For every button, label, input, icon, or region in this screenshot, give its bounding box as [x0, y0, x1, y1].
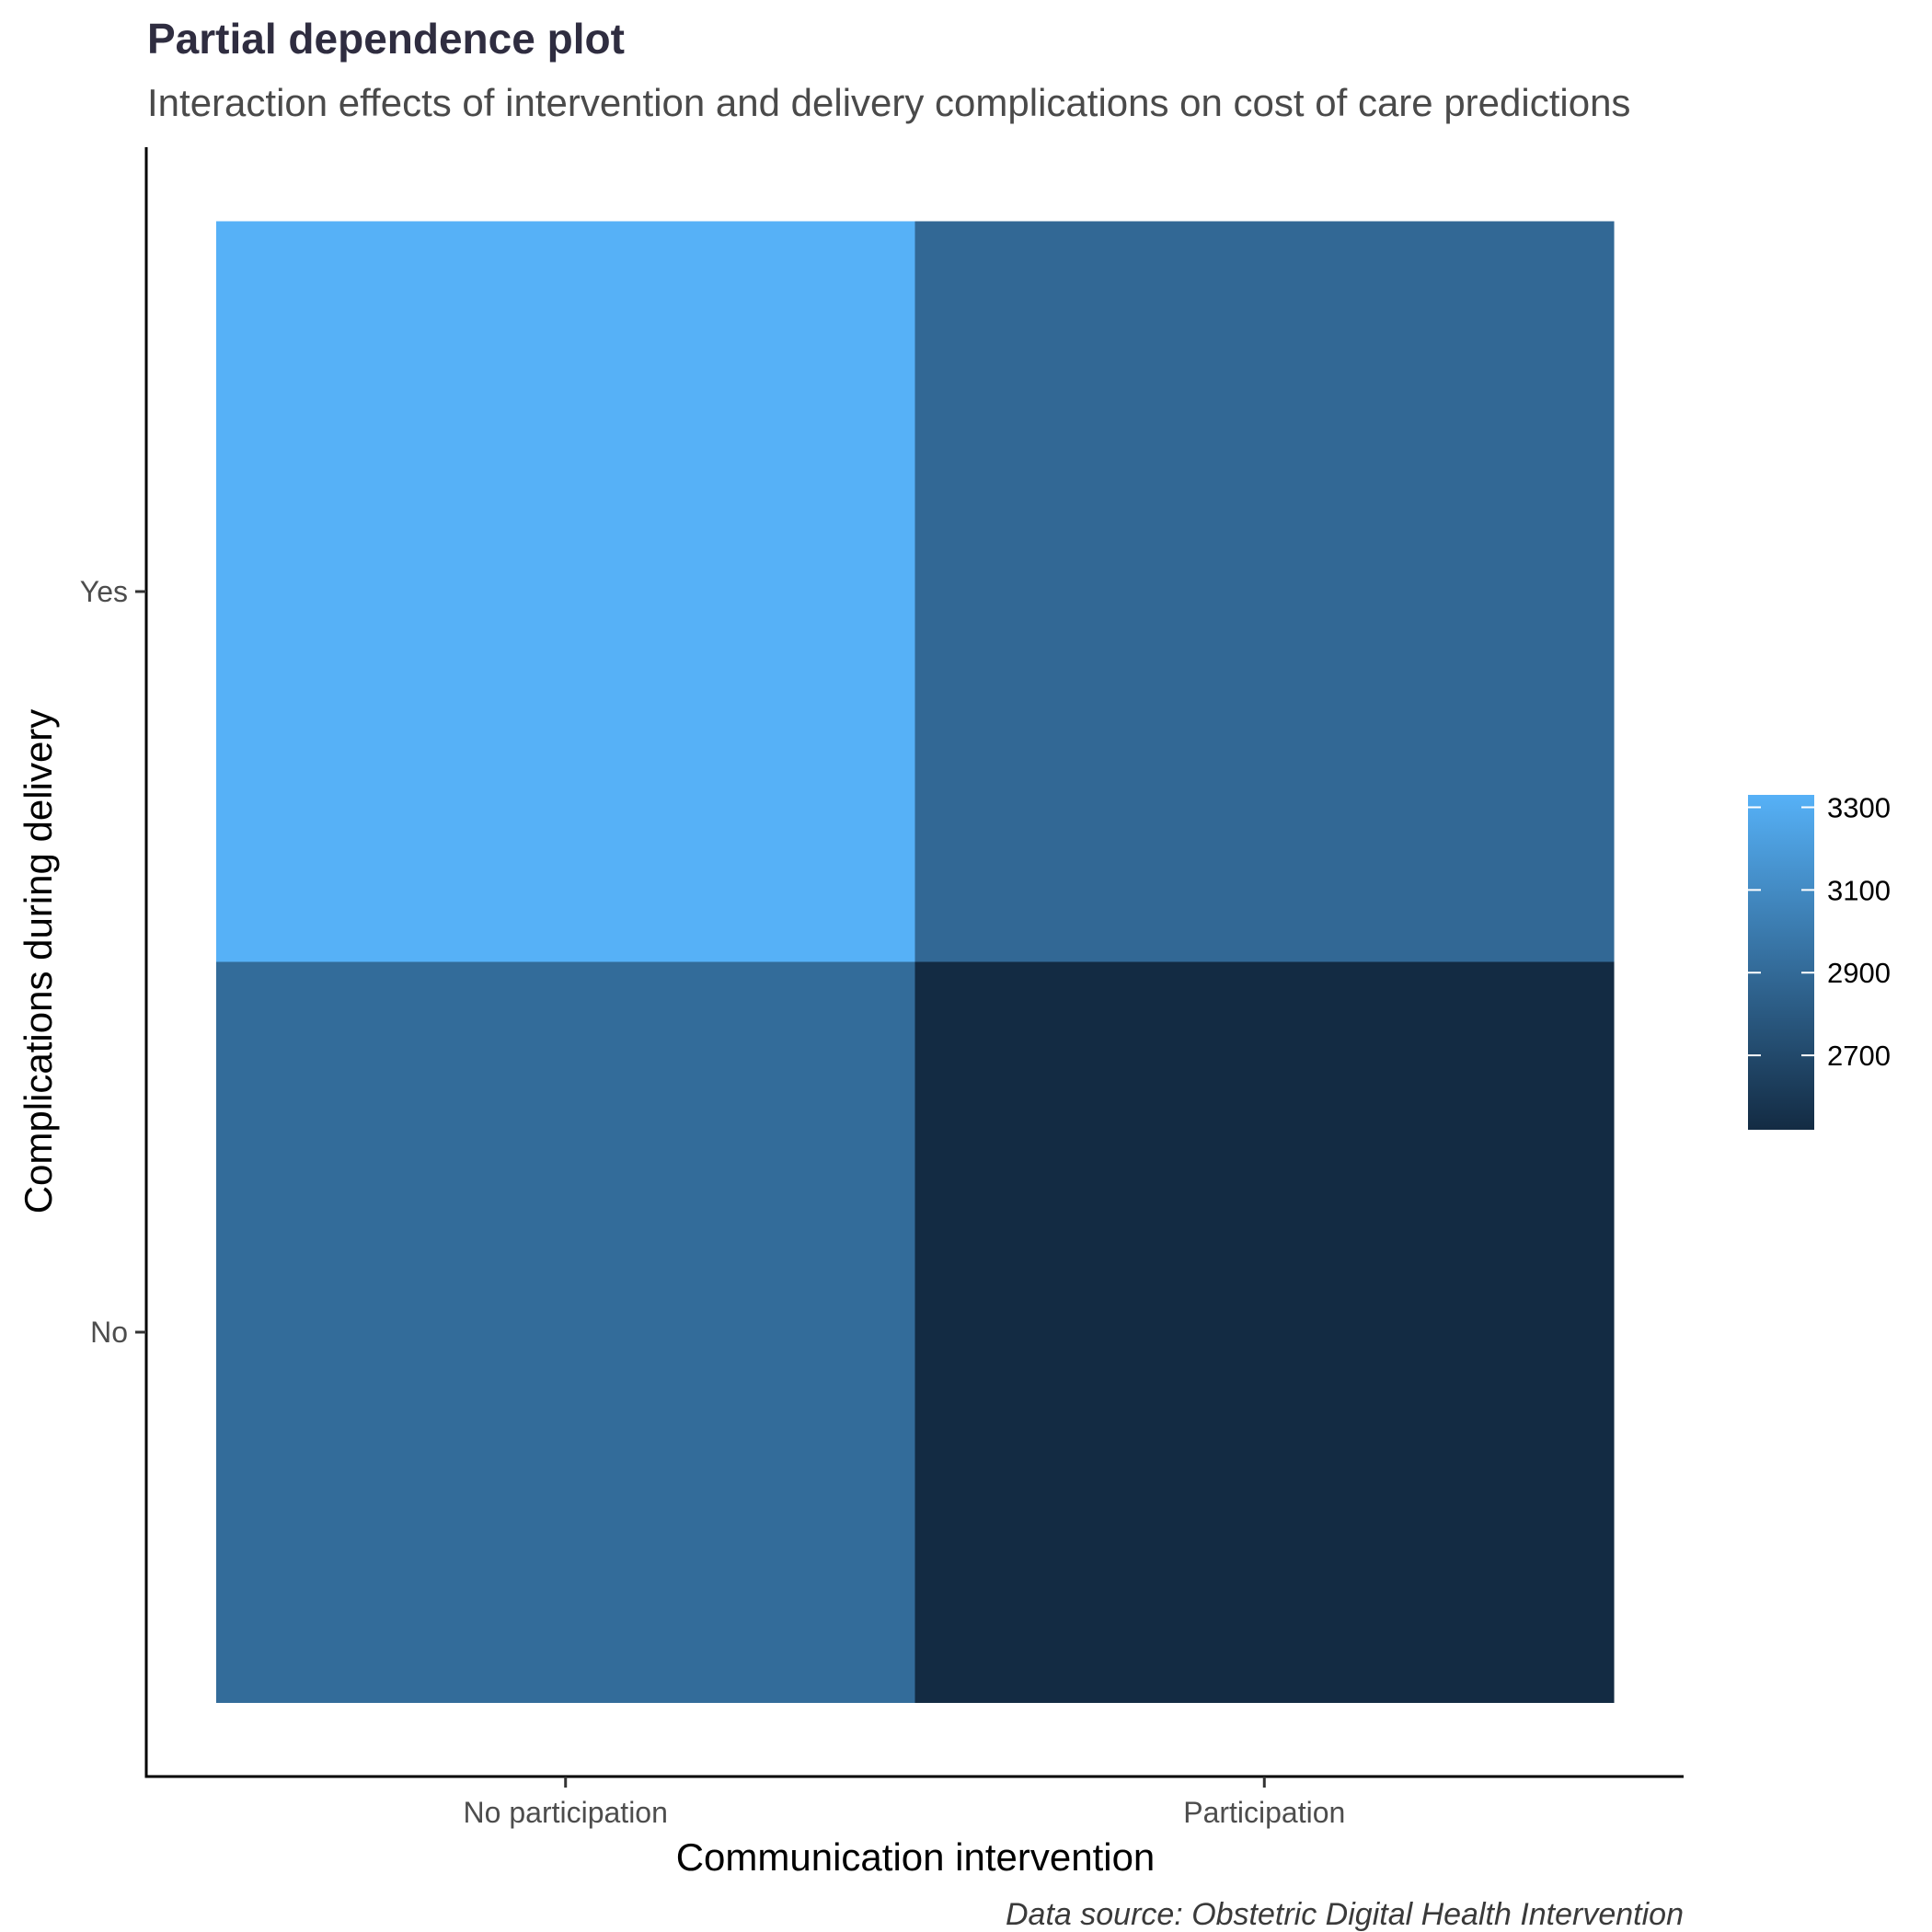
heatmap-cell-no-participation-no: [215, 961, 916, 1703]
y-tick-label-yes: Yes: [80, 575, 128, 608]
chart-caption: Data source: Obstetric Digital Health In…: [1006, 1897, 1684, 1932]
x-tick-label-participation: Participation: [1183, 1796, 1345, 1829]
chart-subtitle: Interaction effects of intervention and …: [147, 81, 1630, 124]
legend-tick-label-3100: 3100: [1827, 874, 1891, 906]
legend-tick-label-2900: 2900: [1827, 957, 1891, 989]
heatmap-cell-participation-yes: [914, 221, 1615, 962]
color-legend: 2700 2900 3100 3300: [1748, 791, 1891, 1130]
x-tick-label-no-participation: No participation: [464, 1796, 668, 1829]
heatmap-cell-participation-no: [914, 961, 1615, 1703]
y-tick-label-no: No: [90, 1316, 128, 1349]
x-axis-ticks: No participation Participation: [464, 1777, 1345, 1829]
y-axis-ticks: No Yes: [80, 575, 146, 1349]
heatmap-cells: [215, 221, 1615, 1703]
chart-title: Partial dependence plot: [147, 15, 625, 63]
legend-tick-label-2700: 2700: [1827, 1040, 1891, 1072]
heatmap-cell-no-participation-yes: [215, 221, 916, 962]
legend-colorbar: [1748, 795, 1814, 1130]
legend-tick-label-3300: 3300: [1827, 791, 1891, 823]
y-axis-title: Complications during delivery: [17, 709, 60, 1214]
x-axis-title: Communication intervention: [676, 1835, 1156, 1879]
